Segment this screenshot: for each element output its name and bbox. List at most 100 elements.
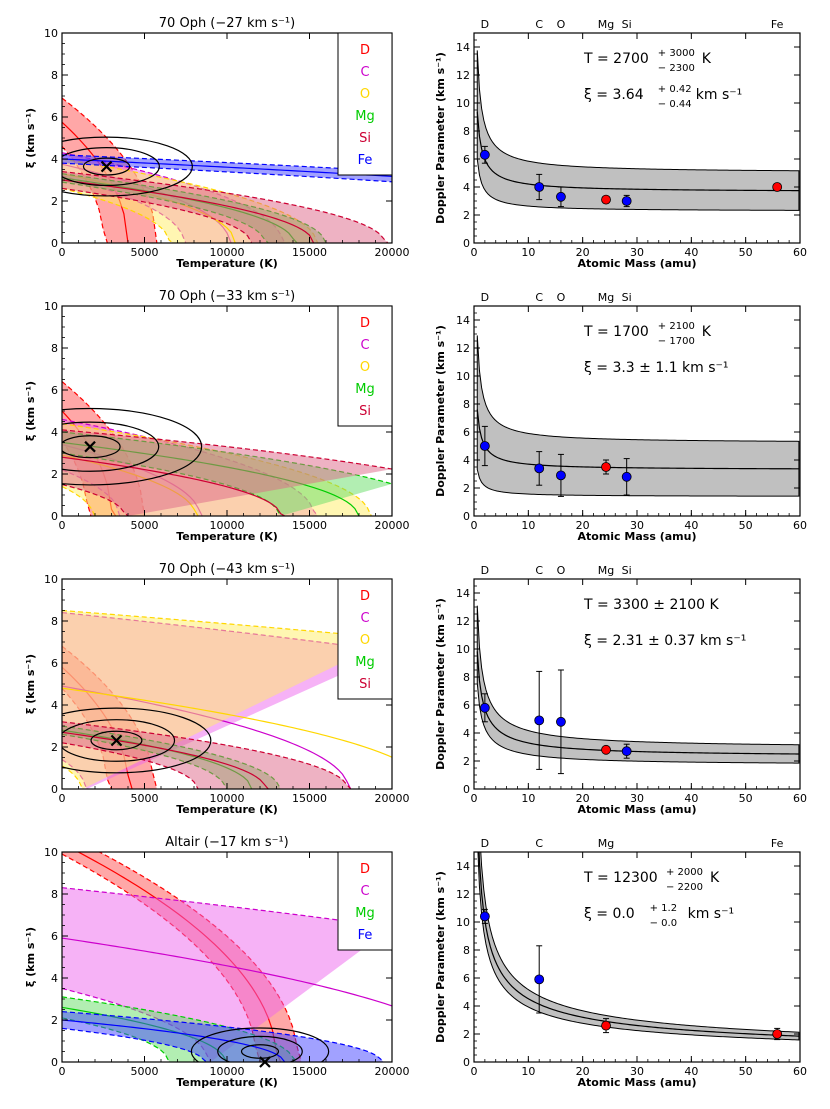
- element-label-C: C: [535, 18, 543, 31]
- y-tick-label: 14: [456, 860, 470, 873]
- band-edge-O: [62, 486, 96, 516]
- legend-entry-D: D: [360, 316, 370, 331]
- band-edge-O: [62, 609, 392, 639]
- x-tick-label: 15000: [292, 519, 327, 532]
- x-tick-label: 5000: [131, 792, 159, 805]
- data-point: [621, 196, 632, 206]
- data-point: [601, 194, 611, 205]
- band-edge-D: [62, 97, 158, 243]
- xi-annotation: ξ = 3.64: [584, 87, 644, 103]
- panel-title: Altair (−17 km s⁻¹): [165, 835, 289, 850]
- element-label-O: O: [557, 18, 566, 31]
- data-point: [479, 149, 490, 160]
- y-tick-label: 10: [456, 916, 470, 929]
- legend-entry-O: O: [360, 360, 370, 375]
- x-tick-label: 10: [521, 1065, 535, 1078]
- x-tick-label: 60: [793, 519, 807, 532]
- data-point: [772, 1029, 783, 1039]
- band-center-O: [62, 687, 392, 758]
- element-label-Mg: Mg: [598, 18, 614, 31]
- band-C: [62, 887, 392, 1062]
- y-tick-label: 10: [456, 370, 470, 383]
- legend-entry-C: C: [360, 884, 369, 899]
- panel-title: 70 Oph (−43 km s⁻¹): [159, 562, 295, 577]
- temperature-annotation: T = 12300: [583, 870, 658, 886]
- element-label-C: C: [535, 564, 543, 577]
- confidence-contour: [190, 1027, 330, 1062]
- doppler-mass-panel-3: 0 10 20 30 40 50 60 0 2 4 6 8 10 12 14 Atomic Mass (amu…: [434, 564, 807, 816]
- xi-minus: − 0.44: [658, 99, 692, 110]
- x-tick-label: 60: [793, 792, 807, 805]
- temperature-annotation: T = 3300 ± 2100 K: [583, 597, 720, 613]
- x-axis-label: Temperature (K): [176, 803, 278, 816]
- y-axis-label: Doppler Parameter (km s⁻¹): [434, 52, 447, 224]
- element-label-Mg: Mg: [598, 837, 614, 850]
- legend-entry-C: C: [360, 338, 369, 353]
- legend-entry-Mg: Mg: [355, 109, 374, 124]
- legend-entry-Mg: Mg: [355, 655, 374, 670]
- y-tick-label: 4: [463, 181, 470, 194]
- x-tick-label: 40: [684, 1065, 698, 1078]
- temperature-minus: − 1700: [658, 336, 695, 347]
- temperature-unit: K: [702, 324, 712, 340]
- y-tick-label: 12: [456, 615, 470, 628]
- data-point: [556, 716, 566, 727]
- legend-entry-Mg: Mg: [355, 382, 374, 397]
- x-tick-label: 0: [471, 246, 478, 259]
- confidence-contour: [62, 407, 203, 486]
- y-tick-label: 0: [51, 1056, 58, 1069]
- element-label-D: D: [481, 837, 489, 850]
- y-tick-label: 4: [463, 1000, 470, 1013]
- y-axis-label: Doppler Parameter (km s⁻¹): [434, 598, 447, 770]
- element-label-C: C: [535, 291, 543, 304]
- plot-area: [62, 609, 392, 789]
- temperature-minus: − 2300: [658, 63, 695, 74]
- band-Fe: [62, 154, 392, 182]
- data-point: [601, 1020, 611, 1031]
- x-tick-label: 30: [630, 519, 644, 532]
- x-tick-label: 40: [684, 519, 698, 532]
- x-tick-label: 10000: [210, 246, 245, 259]
- y-tick-label: 6: [463, 699, 470, 712]
- element-label-C: C: [535, 837, 543, 850]
- element-label-O: O: [557, 564, 566, 577]
- y-tick-label: 8: [51, 69, 58, 82]
- legend-box: [337, 578, 393, 700]
- band-Si: [62, 721, 351, 789]
- band-edge-Si: [62, 721, 352, 789]
- x-tick-label: 20: [576, 792, 590, 805]
- x-axis-label: Temperature (K): [176, 257, 278, 270]
- x-tick-label: 10: [521, 519, 535, 532]
- x-axis-label: Temperature (K): [176, 530, 278, 543]
- x-tick-label: 50: [739, 246, 753, 259]
- x-tick-label: 15000: [292, 246, 327, 259]
- xi-temperature-panel-2: 0 5000 10000 15000 20000 0 2 4 6 8 10 Temperature (…: [24, 289, 410, 543]
- y-tick-label: 6: [51, 930, 58, 943]
- band-edge-Si: [62, 483, 129, 516]
- best-fit-curve: [476, 111, 799, 192]
- data-point: [621, 746, 632, 757]
- confidence-band: [476, 50, 800, 211]
- x-tick-label: 10: [521, 246, 535, 259]
- x-tick-label: 20: [576, 246, 590, 259]
- confidence-contour: [62, 421, 160, 472]
- plot-area: [476, 605, 800, 764]
- data-point: [479, 441, 490, 451]
- data-point: [534, 182, 545, 192]
- plot-area: [476, 335, 800, 497]
- x-tick-label: 10000: [210, 519, 245, 532]
- y-tick-label: 6: [463, 426, 470, 439]
- band-edge-Si: [62, 429, 392, 470]
- band-Si: [62, 171, 388, 243]
- y-tick-label: 8: [463, 398, 470, 411]
- y-tick-label: 4: [51, 972, 58, 985]
- y-tick-label: 10: [44, 846, 58, 859]
- y-tick-label: 14: [456, 314, 470, 327]
- xi-temperature-panel-3: 0 5000 10000 15000 20000 0 2 4 6 8 10 Temperature (…: [24, 562, 410, 816]
- confidence-contour: [62, 707, 212, 774]
- xi-minus: − 0.0: [650, 918, 677, 929]
- band-edge-Fe: [62, 1027, 207, 1062]
- x-tick-label: 15000: [292, 792, 327, 805]
- x-tick-label: 20000: [375, 1065, 410, 1078]
- confidence-band: [476, 335, 800, 497]
